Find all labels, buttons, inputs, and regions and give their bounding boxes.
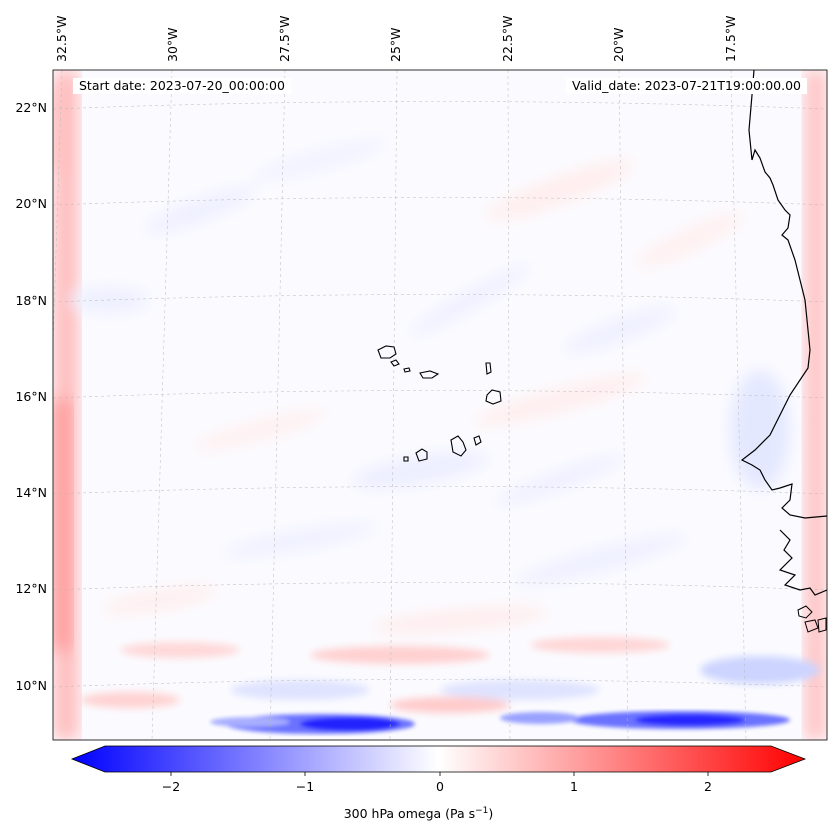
colorbar-tick-label: −1	[296, 779, 314, 794]
lat-label: 16°N	[15, 389, 47, 404]
colorbar-tick-label: 1	[570, 779, 578, 794]
lat-label: 14°N	[15, 485, 47, 500]
cape-verde-islands	[377, 345, 502, 462]
longitude-labels: 32.5°W 30°W 27.5°W 25°W 22.5°W 20°W 17.5…	[54, 16, 738, 62]
colorbar-title: 300 hPa omega (Pa s−1)	[0, 806, 837, 821]
lat-label: 12°N	[15, 581, 47, 596]
colorbar-tick-label: 0	[436, 779, 444, 794]
coastline-africa	[740, 70, 827, 596]
lat-label: 22°N	[15, 100, 47, 115]
colorbar-tick-label: 2	[704, 779, 712, 794]
latitude-labels: 22°N 20°N 18°N 16°N 14°N 12°N 10°N	[15, 100, 47, 693]
lon-label: 20°W	[611, 27, 626, 62]
coastal-islands	[797, 605, 827, 633]
lon-label: 17.5°W	[723, 16, 738, 62]
colorbar-title-exponent: −1	[475, 806, 489, 816]
map-frame	[52, 69, 828, 741]
lon-label: 27.5°W	[277, 16, 292, 62]
omega-field	[53, 70, 827, 740]
colorbar-title-text: 300 hPa omega (Pa s	[343, 806, 476, 822]
start-date-annotation: Start date: 2023-07-20_00:00:00	[73, 78, 291, 94]
lon-label: 30°W	[165, 27, 180, 62]
lat-label: 10°N	[15, 678, 47, 693]
gridlines	[53, 70, 827, 740]
lat-label: 20°N	[15, 196, 47, 211]
lon-label: 32.5°W	[54, 16, 69, 62]
lat-label: 18°N	[15, 293, 47, 308]
colorbar: −2 −1 0 1 2	[70, 745, 807, 794]
colorbar-bar	[70, 745, 807, 773]
colorbar-tick-label: −2	[162, 779, 180, 794]
lon-label: 22.5°W	[500, 16, 515, 62]
colorbar-title-suffix: )	[488, 806, 494, 822]
valid-date-annotation: Valid_date: 2023-07-21T19:00:00.00	[565, 78, 807, 94]
lon-label: 25°W	[388, 27, 403, 62]
